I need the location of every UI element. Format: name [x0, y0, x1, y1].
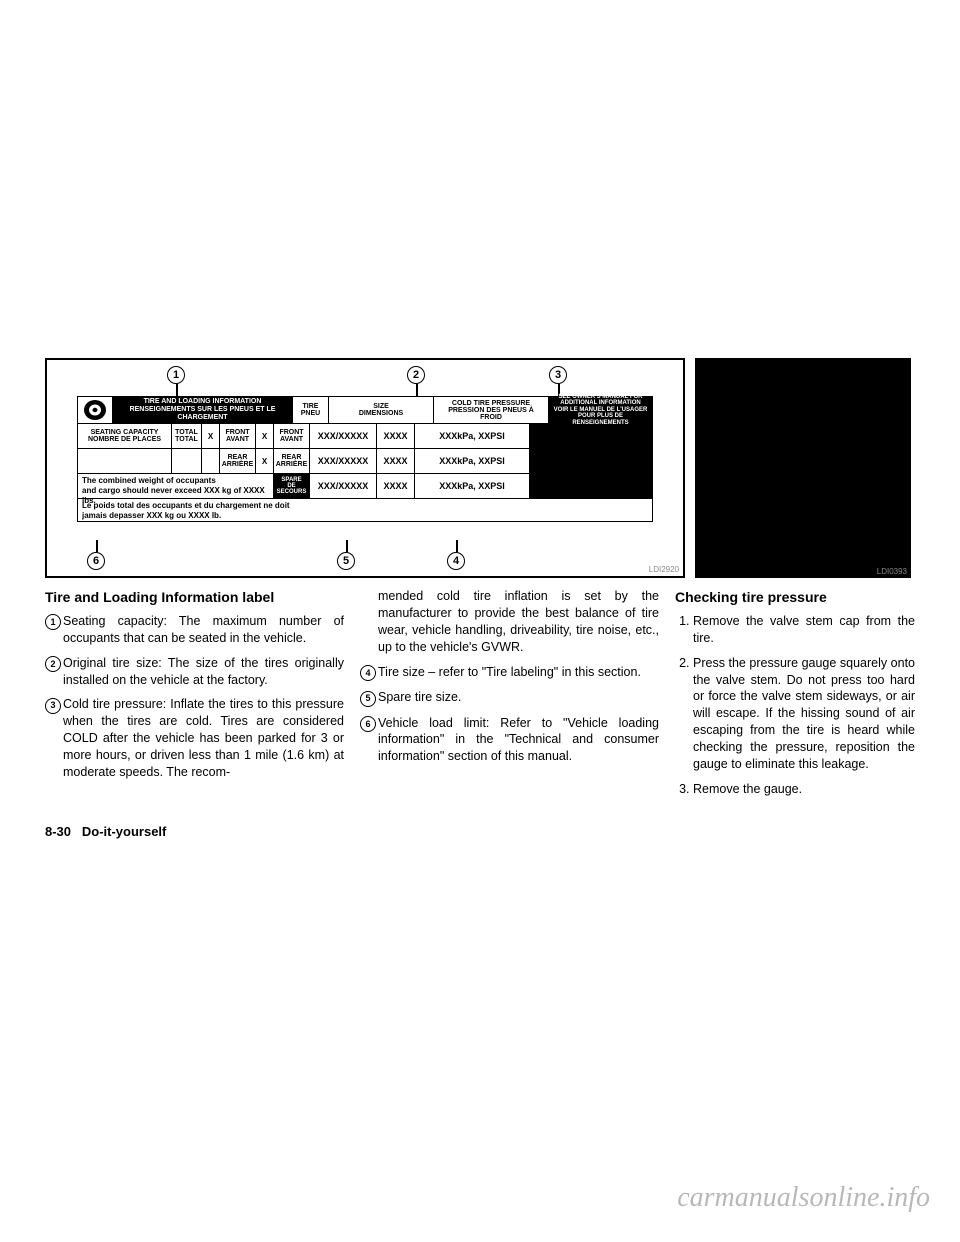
item-1: 1 Seating capacity: The maximum number o… [45, 613, 344, 647]
lead-line [346, 540, 348, 552]
item-3: 3 Cold tire pressure: Inflate the tires … [45, 696, 344, 780]
tire-pneu: TIRE PNEU [293, 397, 329, 423]
weight-note-fr: Le poids total des occupants et du charg… [78, 499, 652, 521]
item-1-text: Seating capacity: The maximum number of … [63, 613, 344, 647]
manual-page: 1 2 3 6 5 4 [45, 358, 915, 839]
callout-4: 4 [447, 552, 465, 570]
step-3: Remove the gauge. [693, 781, 915, 798]
item-6-text: Vehicle load limit: Refer to "Vehicle lo… [378, 715, 659, 766]
column-2: mended cold tire inflation is set by the… [360, 584, 659, 806]
weight-note-en: The combined weight of occupants and car… [78, 474, 274, 498]
figure-row: 1 2 3 6 5 4 [45, 358, 915, 578]
page-number: 8-30 [45, 824, 71, 839]
column-1: Tire and Loading Information label 1 Sea… [45, 584, 344, 806]
marker-3: 3 [45, 698, 61, 714]
callout-2: 2 [407, 366, 425, 384]
tire-icon [78, 397, 113, 423]
step-1: Remove the valve stem cap from the tire. [693, 613, 915, 647]
total-label: TOTAL TOTAL [172, 424, 202, 448]
size-dimensions: SIZE DIMENSIONS [329, 397, 434, 423]
item-2: 2 Original tire size: The size of the ti… [45, 655, 344, 689]
watermark: carmanualsonline.info [677, 1182, 930, 1214]
placard-title: TIRE AND LOADING INFORMATIONRENSEIGNEMEN… [113, 397, 293, 423]
cold-pressure: COLD TIRE PRESSURE PRESSION DES PNEUS À … [434, 397, 549, 423]
marker-1: 1 [45, 614, 61, 630]
callout-1: 1 [167, 366, 185, 384]
total-x: X [202, 424, 220, 448]
column-3: Checking tire pressure Remove the valve … [675, 584, 915, 806]
steps-list: Remove the valve stem cap from the tire.… [675, 613, 915, 798]
item-4-text: Tire size – refer to "Tire labeling" in … [378, 664, 641, 682]
tire-label-diagram: 1 2 3 6 5 4 [45, 358, 685, 578]
gauge-photo: LDI0393 [695, 358, 911, 578]
lead-line [456, 540, 458, 552]
lead-line [176, 384, 178, 396]
callout-3: 3 [549, 366, 567, 384]
item-6: 6 Vehicle load limit: Refer to "Vehicle … [360, 715, 659, 766]
lead-line [416, 384, 418, 396]
callout-6: 6 [87, 552, 105, 570]
heading-checking: Checking tire pressure [675, 588, 915, 607]
item-3-cont: mended cold tire inflation is set by the… [360, 588, 659, 656]
heading-tire-label: Tire and Loading Information label [45, 588, 344, 607]
text-columns: Tire and Loading Information label 1 Sea… [45, 584, 915, 806]
marker-2: 2 [45, 656, 61, 672]
item-5: 5 Spare tire size. [360, 689, 659, 707]
marker-5: 5 [360, 691, 376, 707]
figure-code-right: LDI0393 [877, 567, 907, 576]
marker-6: 6 [360, 716, 376, 732]
item-4: 4 Tire size – refer to "Tire labeling" i… [360, 664, 659, 682]
page-footer: 8-30 Do-it-yourself [45, 824, 915, 839]
callout-5: 5 [337, 552, 355, 570]
item-5-text: Spare tire size. [378, 689, 461, 707]
marker-4: 4 [360, 665, 376, 681]
item-2-text: Original tire size: The size of the tire… [63, 655, 344, 689]
seating-capacity: SEATING CAPACITY NOMBRE DE PLACES [78, 424, 172, 448]
owners-manual: SEE OWNER'S MANUAL FOR ADDITIONAL INFORM… [549, 397, 652, 423]
lead-line [96, 540, 98, 552]
item-3-text: Cold tire pressure: Inflate the tires to… [63, 696, 344, 780]
tire-placard: TIRE AND LOADING INFORMATIONRENSEIGNEMEN… [77, 396, 653, 522]
figure-code-left: LDI2920 [649, 565, 679, 574]
step-2: Press the pressure gauge squarely onto t… [693, 655, 915, 773]
section-name: Do-it-yourself [82, 824, 167, 839]
